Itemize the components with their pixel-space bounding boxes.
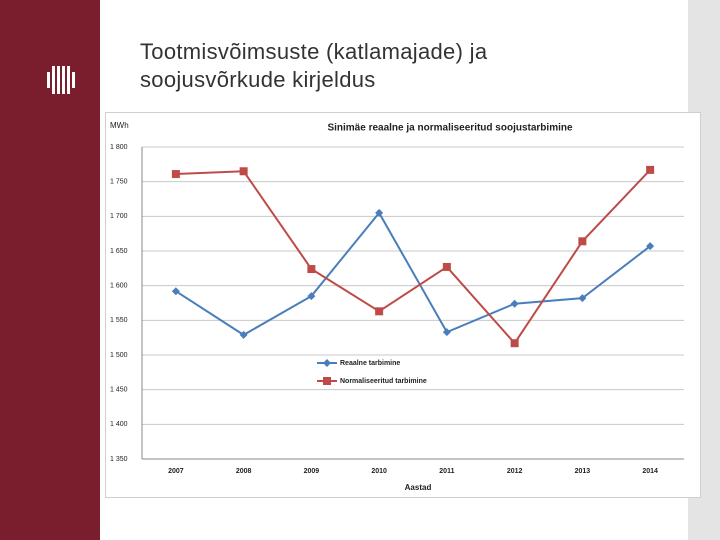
y-axis-title: MWh xyxy=(110,121,129,130)
data-point xyxy=(510,339,519,348)
y-tick-label: 1 550 xyxy=(110,317,128,324)
x-tick-label: 2013 xyxy=(575,468,591,475)
x-tick-label: 2010 xyxy=(371,468,387,475)
data-point xyxy=(442,262,451,271)
data-point xyxy=(646,165,655,174)
data-point xyxy=(578,237,587,246)
data-point xyxy=(239,330,248,339)
data-point xyxy=(307,292,316,301)
data-point xyxy=(646,242,655,251)
data-point xyxy=(171,287,180,296)
legend-label: Normaliseeritud tarbimine xyxy=(340,378,427,385)
y-tick-label: 1 350 xyxy=(110,456,128,463)
data-point xyxy=(375,307,384,316)
y-tick-label: 1 650 xyxy=(110,248,128,255)
legend-label: Reaalne tarbimine xyxy=(340,360,400,367)
x-tick-label: 2011 xyxy=(439,468,454,475)
y-tick-label: 1 700 xyxy=(110,213,128,220)
side-band xyxy=(0,0,100,540)
series-line xyxy=(175,169,651,345)
data-point xyxy=(510,299,519,308)
data-point xyxy=(578,294,587,303)
data-point xyxy=(171,170,180,179)
legend-marker xyxy=(323,359,331,367)
x-tick-label: 2009 xyxy=(304,468,320,475)
chart: Sinimäe reaalne ja normaliseeritud sooju… xyxy=(105,112,701,498)
x-tick-label: 2007 xyxy=(168,468,184,475)
series-line xyxy=(175,211,651,337)
data-point xyxy=(375,208,384,217)
y-tick-label: 1 400 xyxy=(110,421,128,428)
y-tick-label: 1 750 xyxy=(110,179,128,186)
logo xyxy=(47,66,75,94)
data-point xyxy=(239,167,248,176)
y-tick-label: 1 450 xyxy=(110,387,128,394)
x-axis-title: Aastad xyxy=(405,483,432,492)
x-tick-label: 2008 xyxy=(236,468,252,475)
data-point xyxy=(307,265,316,274)
x-tick-label: 2012 xyxy=(507,468,523,475)
legend-marker xyxy=(323,377,331,385)
y-tick-label: 1 600 xyxy=(110,283,128,290)
chart-title: Sinimäe reaalne ja normaliseeritud sooju… xyxy=(327,123,573,134)
y-tick-label: 1 500 xyxy=(110,352,128,359)
x-tick-label: 2014 xyxy=(642,468,658,475)
slide-title: Tootmisvõimsuste (katlamajade) ja soojus… xyxy=(140,39,488,92)
chart-frame xyxy=(105,112,701,498)
y-tick-label: 1 800 xyxy=(110,144,128,151)
data-point xyxy=(442,328,451,337)
